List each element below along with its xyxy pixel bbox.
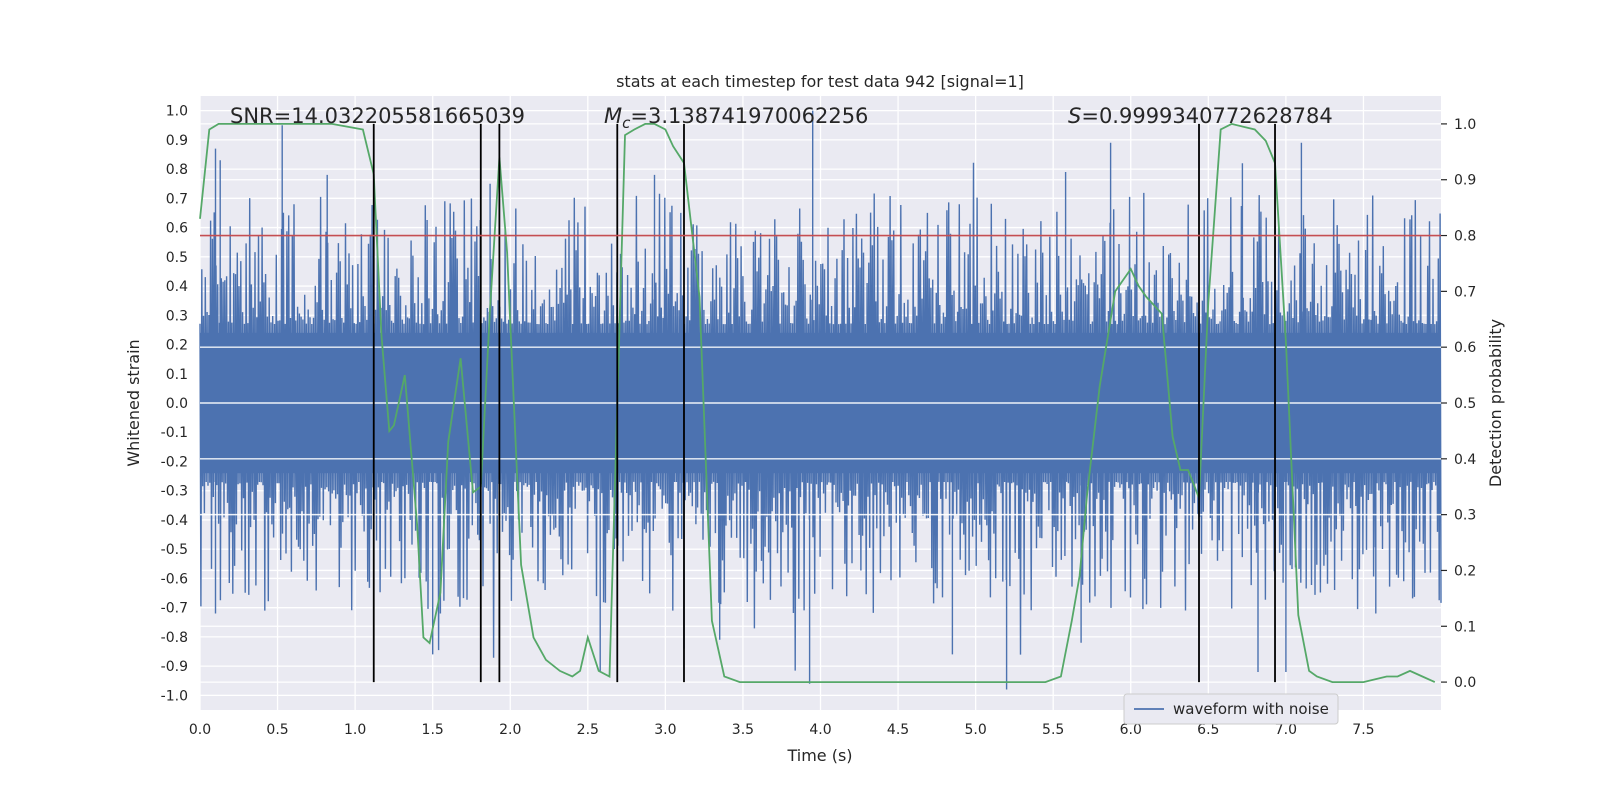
y2-tick-label: 0.0 (1454, 675, 1476, 691)
x-tick-label: 5.0 (964, 722, 986, 738)
probability-line (199, 122, 1436, 683)
y-tick-label: -0.5 (161, 542, 188, 558)
y-tick-label: -1.0 (161, 688, 188, 704)
y2-tick-label: 0.5 (1454, 396, 1476, 412)
y2-tick-label: 0.2 (1454, 563, 1476, 579)
y2-tick-label: 0.6 (1454, 340, 1476, 356)
y2-tick-label: 0.8 (1454, 229, 1476, 245)
x-tick-label: 4.0 (809, 722, 831, 738)
y-tick-label: 0.1 (166, 367, 188, 383)
probability-series (199, 122, 1436, 683)
legend-label: waveform with noise (1173, 700, 1329, 718)
y-tick-label: 0.8 (166, 162, 188, 178)
x-tick-label: 0.5 (266, 722, 288, 738)
chart-title: stats at each timestep for test data 942… (616, 72, 1024, 91)
event-lines (372, 123, 1276, 683)
y2-tick-label: 0.3 (1454, 508, 1476, 524)
y-tick-label: -0.8 (161, 630, 188, 646)
x-tick-label: 4.5 (887, 722, 909, 738)
y-tick-label: 0.4 (166, 279, 188, 295)
y-tick-label: 0.0 (166, 396, 188, 412)
y2-axis-label: Detection probability (1486, 319, 1505, 487)
x-tick-label: 7.5 (1352, 722, 1374, 738)
y2-tick-label: 1.0 (1454, 117, 1476, 133)
x-tick-label: 1.0 (344, 722, 366, 738)
y-tick-label: -0.2 (161, 454, 188, 470)
y-tick-label: 0.2 (166, 338, 188, 354)
significance-value: =0.9999340772628784 (1081, 104, 1332, 128)
x-tick-label: 2.0 (499, 722, 521, 738)
x-tick-label: 3.0 (654, 722, 676, 738)
snr-annotation: SNR=14.032205581665039 (230, 104, 525, 128)
y-tick-label: 0.7 (166, 191, 188, 207)
legend: waveform with noise (1123, 693, 1339, 725)
y-tick-label: -0.9 (161, 659, 188, 675)
y-tick-label: 0.6 (166, 221, 188, 237)
significance-annotation: S=0.9999340772628784 (1068, 104, 1333, 128)
y-tick-label: -0.4 (161, 513, 188, 529)
x-tick-label: 1.5 (422, 722, 444, 738)
y2-tick-label: 0.7 (1454, 284, 1476, 300)
y2-tick-label: 0.4 (1454, 452, 1476, 468)
y2-tick-label: 0.1 (1454, 619, 1476, 635)
chirp-mass-annotation: Mc=3.138741970062256 (604, 104, 868, 132)
y-tick-label: -0.1 (161, 425, 188, 441)
x-tick-label: 3.5 (732, 722, 754, 738)
chirp-mass-symbol: M (604, 104, 622, 128)
x-tick-label: 2.5 (577, 722, 599, 738)
x-tick-label: 5.5 (1042, 722, 1064, 738)
chirp-mass-subscript: c (622, 114, 631, 132)
x-tick-label: 6.0 (1120, 722, 1142, 738)
x-tick-label: 6.5 (1197, 722, 1219, 738)
significance-symbol: S (1068, 104, 1081, 128)
y-tick-label: -0.3 (161, 484, 188, 500)
y-tick-label: 0.9 (166, 133, 188, 149)
legend-box (1123, 693, 1339, 725)
y-tick-label: 0.3 (166, 308, 188, 324)
x-axis-label: Time (s) (786, 746, 852, 765)
y-axis-label: Whitened strain (124, 339, 143, 466)
x-tick-label: 7.0 (1275, 722, 1297, 738)
y-tick-label: 0.5 (166, 250, 188, 266)
axis-ticks: 0.0 0.5 1.0 1.5 2.0 2.5 3.0 3.5 4.0 4.5 5.0 5.5 6.0 6… (161, 104, 1477, 738)
y-tick-label: -0.6 (161, 571, 188, 587)
y-tick-label: 1.0 (166, 104, 188, 120)
y2-tick-label: 0.9 (1454, 173, 1476, 189)
x-tick-label: 0.0 (189, 722, 211, 738)
chirp-mass-value: =3.138741970062256 (630, 104, 868, 128)
waveform-line (199, 110, 1442, 690)
y-tick-label: -0.7 (161, 601, 188, 617)
